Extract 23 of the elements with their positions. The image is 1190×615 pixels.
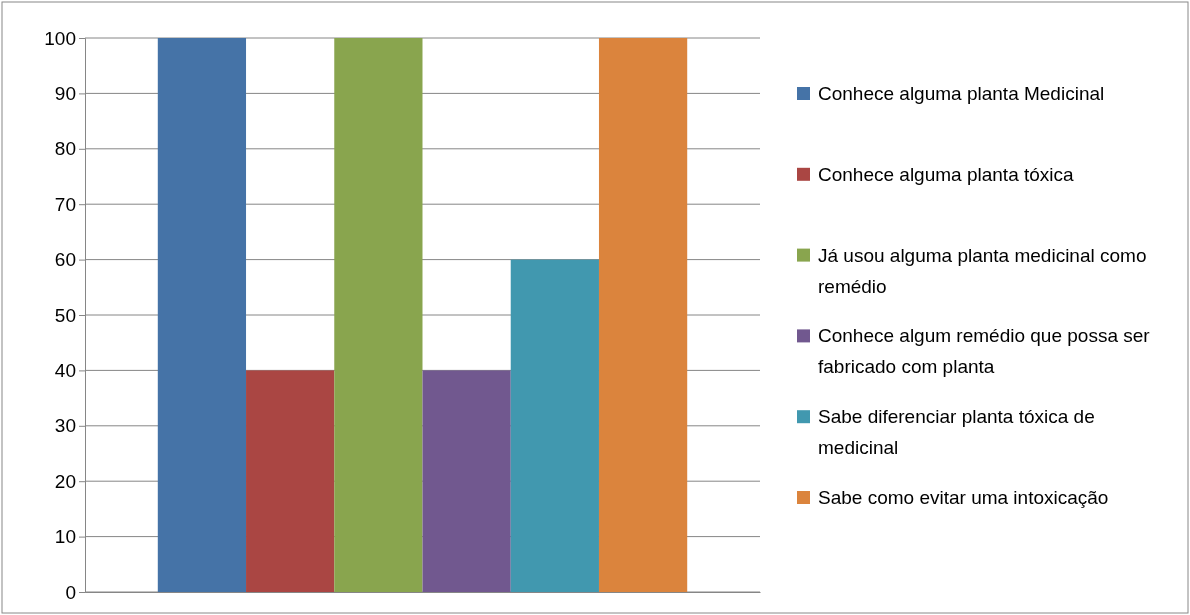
- y-tick-label: 90: [54, 82, 76, 104]
- bar: [510, 259, 599, 592]
- bar: [334, 38, 423, 592]
- y-tick-label: 80: [54, 138, 76, 160]
- y-tick-label: 60: [54, 249, 76, 271]
- y-tick-label: 40: [54, 359, 76, 381]
- legend-label: Conhece alguma planta Medicinal: [818, 83, 1105, 104]
- legend-label: Já usou alguma planta medicinal como remédio: [818, 244, 1147, 297]
- legend-label: Conhece algum remédio que possa ser fabricado com planta: [818, 325, 1151, 378]
- legend-label: Conhece alguma planta tóxica: [818, 163, 1075, 185]
- legend-label: Sabe diferenciar planta tóxica de medicinal: [818, 406, 1095, 459]
- y-tick-label: 0: [65, 581, 76, 603]
- y-tick-label: 20: [54, 470, 76, 492]
- y-tick-label: 70: [54, 193, 76, 215]
- y-tick-label: 50: [54, 304, 76, 326]
- y-tick-label: 10: [54, 526, 76, 548]
- bar: [598, 38, 688, 592]
- bar: [157, 38, 247, 592]
- legend-label: Sabe como evitar uma intoxicação: [818, 487, 1109, 508]
- y-tick-label: 30: [54, 415, 76, 437]
- bar: [422, 370, 511, 592]
- y-tick-label: 100: [44, 27, 76, 49]
- bar: [246, 370, 335, 592]
